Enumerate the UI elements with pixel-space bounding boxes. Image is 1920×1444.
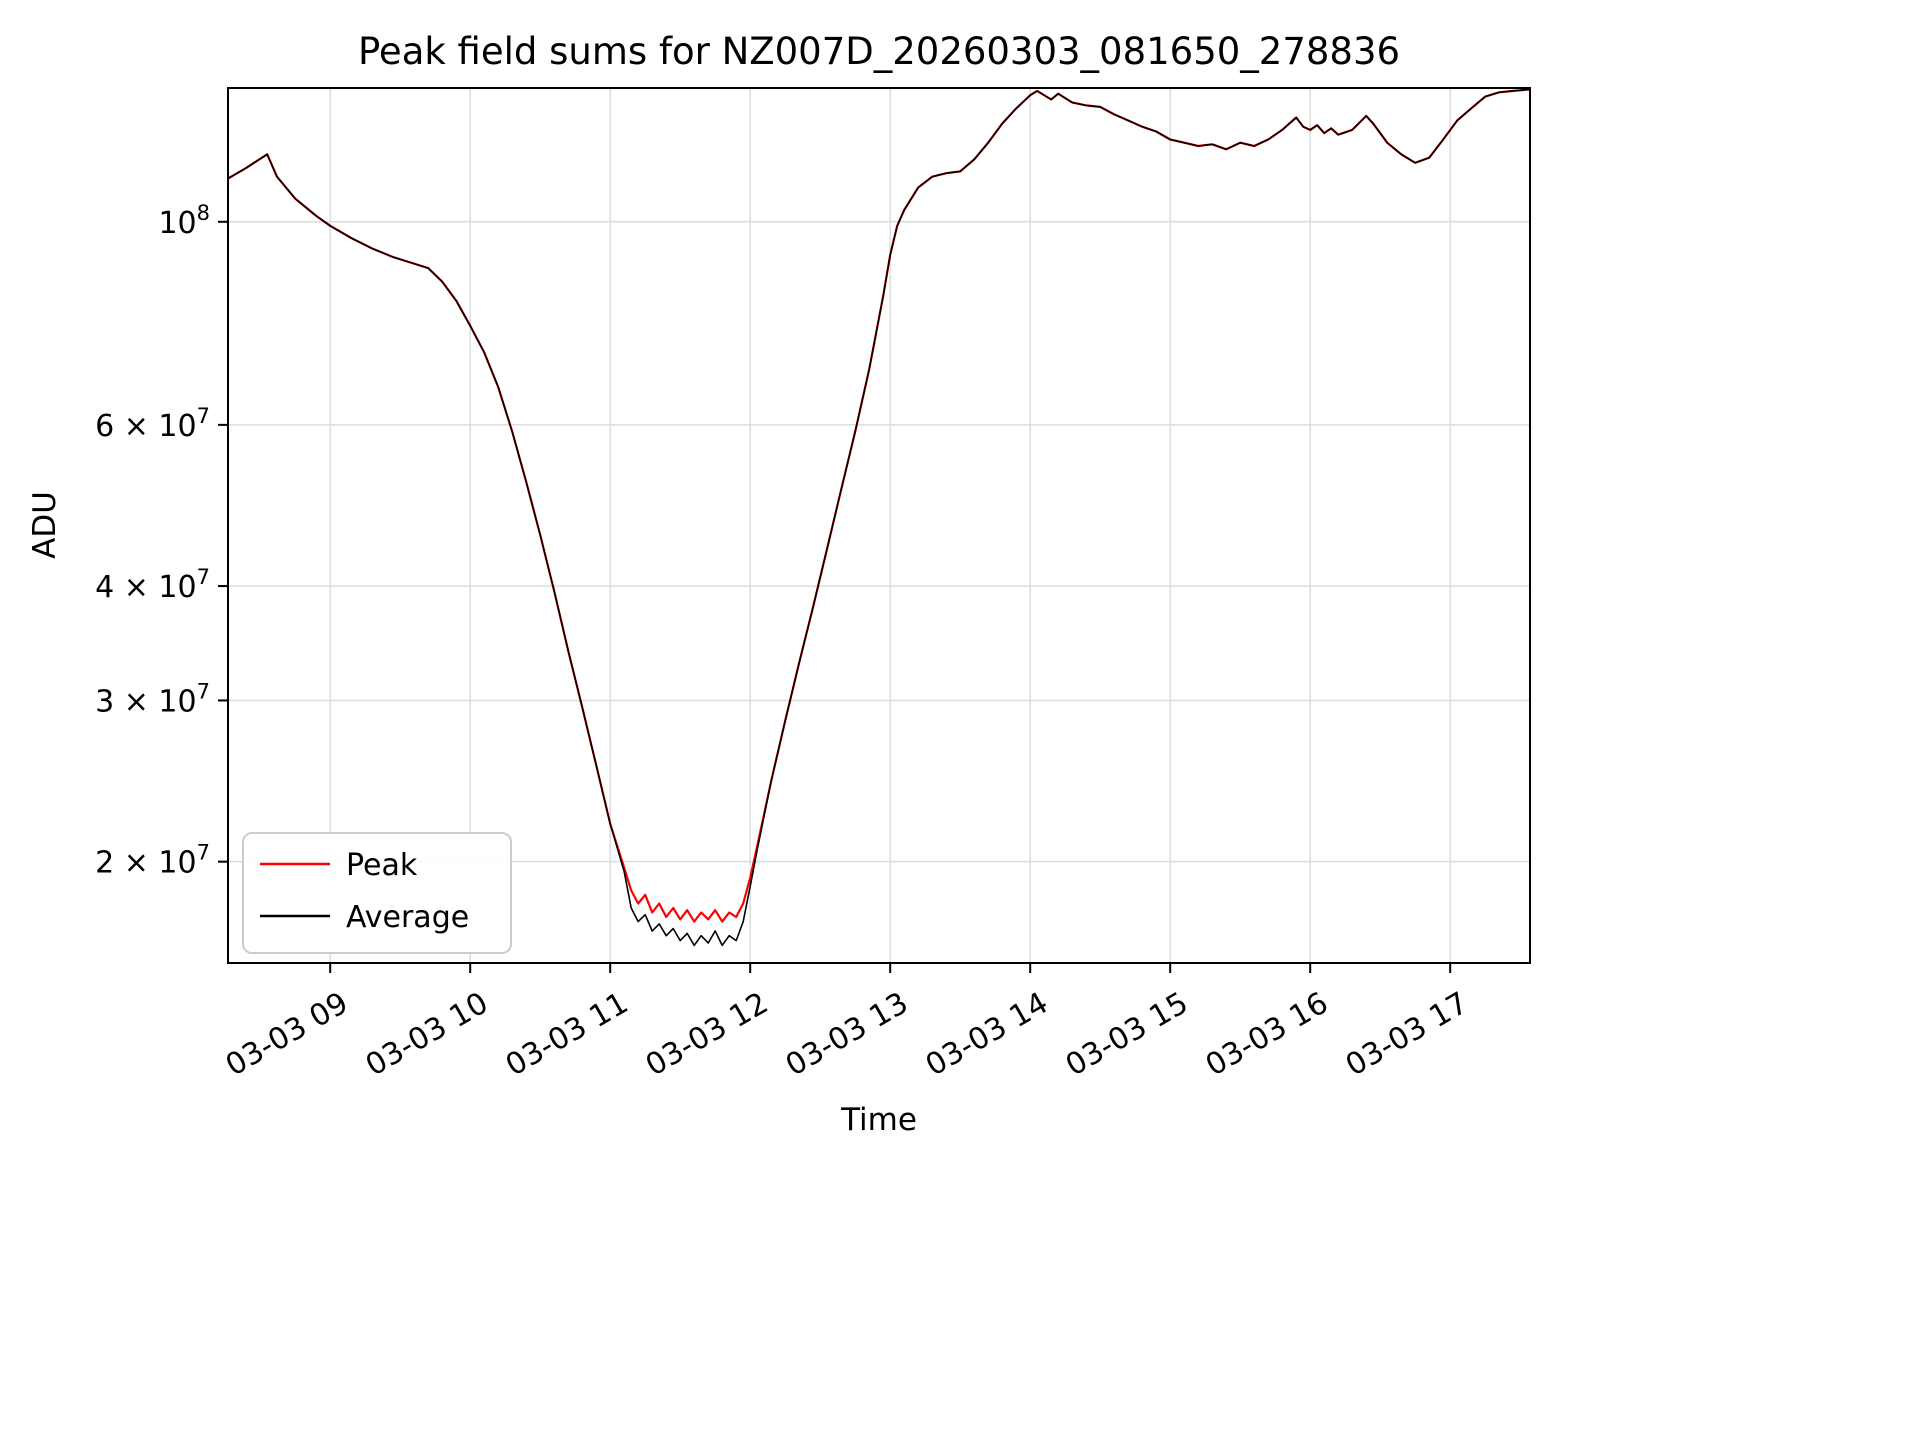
y-tick-label: 6 × 107: [95, 404, 210, 444]
series-lines: [228, 88, 1530, 947]
legend-label-peak: Peak: [346, 848, 418, 883]
x-tick-label: 03-03 17: [1340, 986, 1474, 1084]
chart-title: Peak field sums for NZ007D_20260303_0816…: [358, 30, 1400, 73]
x-tick-label: 03-03 09: [220, 986, 354, 1084]
y-tick-label: 2 × 107: [95, 841, 210, 881]
series-peak: [228, 88, 1530, 923]
x-tick-label: 03-03 16: [1200, 986, 1334, 1084]
y-axis-label: ADU: [27, 491, 63, 559]
legend: Peak Average: [242, 832, 512, 954]
x-tick-label: 03-03 12: [640, 986, 774, 1084]
x-tick-label: 03-03 15: [1060, 986, 1194, 1084]
x-tick-label: 03-03 14: [920, 986, 1054, 1084]
y-tick-label: 108: [158, 201, 210, 241]
legend-label-average: Average: [346, 900, 469, 935]
x-tick-label: 03-03 13: [780, 986, 914, 1084]
gridlines: [228, 88, 1530, 963]
x-tick-label: 03-03 11: [500, 986, 634, 1084]
plot-border: [227, 87, 1531, 964]
series-average: [228, 88, 1530, 947]
y-tick-label: 3 × 107: [95, 679, 210, 719]
x-axis-label: Time: [840, 1102, 917, 1138]
y-tick-label: 4 × 107: [95, 565, 210, 605]
x-tick-label: 03-03 10: [360, 986, 494, 1084]
